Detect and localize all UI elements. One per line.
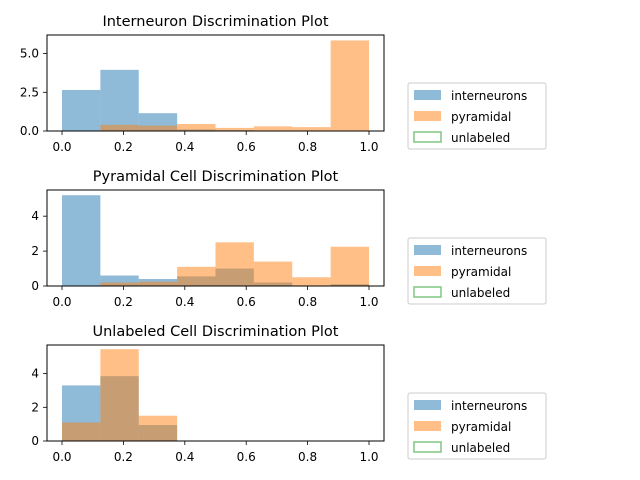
x-tick-label: 0.6 [237, 140, 256, 154]
y-tick-label: 2 [31, 244, 39, 258]
y-tick-label: 0 [31, 434, 39, 448]
legend-swatch-pyramidal [414, 266, 441, 276]
x-tick-label: 0.8 [298, 295, 317, 309]
x-tick-label: 0.8 [298, 140, 317, 154]
x-tick-label: 0.0 [52, 450, 71, 464]
histogram-bar-pyramidal [100, 349, 139, 441]
y-tick-label: 0 [31, 279, 39, 293]
x-tick-label: 0.0 [52, 140, 71, 154]
x-tick-label: 1.0 [359, 450, 378, 464]
legend-swatch-pyramidal [414, 421, 441, 431]
legend: interneurons pyramidal unlabeled [407, 392, 547, 460]
chart-title: Interneuron Discrimination Plot [102, 14, 328, 30]
legend-swatch-unlabeled [413, 131, 442, 143]
histogram-bar-pyramidal [138, 415, 178, 441]
x-tick-label: 0.0 [52, 295, 71, 309]
histogram-bar-pyramidal [292, 127, 331, 131]
histogram-bar-pyramidal [215, 242, 254, 286]
legend-box [407, 82, 547, 150]
histogram-bar-pyramidal [215, 127, 254, 131]
plot-frame [46, 189, 385, 287]
legend-label-pyramidal: pyramidal [451, 265, 511, 279]
x-tick-label: 1.0 [359, 140, 378, 154]
plot-frame [46, 344, 385, 442]
histogram-bar-interneurons [100, 69, 139, 131]
histogram-bar-pyramidal [292, 277, 331, 286]
x-tick-label: 0.4 [175, 450, 194, 464]
legend-label-unlabeled: unlabeled [451, 441, 510, 455]
histogram-bar-pyramidal [62, 422, 101, 441]
histogram-bar-interneurons [100, 275, 139, 286]
legend-label-pyramidal: pyramidal [451, 110, 511, 124]
histogram-bar-interneurons [62, 89, 101, 131]
legend: interneurons pyramidal unlabeled [407, 237, 547, 305]
legend-box [407, 237, 547, 305]
histogram-bar-pyramidal [177, 124, 216, 131]
legend-label-interneurons: interneurons [451, 89, 527, 103]
legend-swatch-pyramidal [414, 111, 441, 121]
legend-label-unlabeled: unlabeled [451, 131, 510, 145]
subplot-3: Unlabeled Cell Discrimination Plot 0.0 0.2… [31, 324, 547, 464]
x-tick-label: 0.4 [175, 295, 194, 309]
histogram-bar-pyramidal [253, 126, 293, 131]
x-tick-label: 0.4 [175, 140, 194, 154]
chart-title: Unlabeled Cell Discrimination Plot [93, 324, 339, 340]
x-tick-label: 0.2 [114, 450, 133, 464]
x-tick-label: 1.0 [359, 295, 378, 309]
legend-swatch-unlabeled [413, 441, 442, 453]
legend-label-interneurons: interneurons [451, 399, 527, 413]
legend-swatch-interneurons [414, 90, 441, 100]
x-tick-label: 0.6 [237, 450, 256, 464]
histogram-bar-pyramidal [138, 125, 178, 131]
histogram-bar-pyramidal [253, 261, 293, 286]
y-tick-label: 2.5 [20, 85, 39, 99]
y-tick-label: 2 [31, 400, 39, 414]
legend-swatch-interneurons [414, 245, 441, 255]
legend-swatch-interneurons [414, 400, 441, 410]
subplots: Interneuron Discrimination Plot 0.0 0.2 0.4… [20, 14, 547, 464]
y-tick-label: 0.0 [20, 124, 39, 138]
histogram-bar-pyramidal [177, 266, 216, 286]
legend-label-pyramidal: pyramidal [451, 420, 511, 434]
histogram-bar-pyramidal [330, 246, 369, 286]
x-tick-label: 0.8 [298, 450, 317, 464]
histogram-bar-pyramidal [330, 40, 369, 131]
subplot-1: Interneuron Discrimination Plot 0.0 0.2 0.4… [20, 14, 547, 154]
x-tick-label: 0.6 [237, 295, 256, 309]
x-tick-label: 0.2 [114, 295, 133, 309]
histogram-bar-pyramidal [100, 124, 139, 131]
plot-frame [46, 34, 385, 132]
y-tick-label: 4 [31, 367, 39, 381]
legend-swatch-unlabeled [413, 286, 442, 298]
x-tick-label: 0.2 [114, 140, 133, 154]
y-tick-label: 4 [31, 209, 39, 223]
histogram-bar-pyramidal [100, 282, 139, 286]
legend-label-interneurons: interneurons [451, 244, 527, 258]
legend-label-unlabeled: unlabeled [451, 286, 510, 300]
subplot-2: Pyramidal Cell Discrimination Plot 0.0 0.2… [31, 169, 547, 309]
legend-box [407, 392, 547, 460]
chart-title: Pyramidal Cell Discrimination Plot [93, 169, 339, 185]
histogram-bar-pyramidal [138, 281, 178, 286]
legend: interneurons pyramidal unlabeled [407, 82, 547, 150]
histogram-bar-interneurons [62, 195, 101, 286]
y-tick-label: 5.0 [20, 47, 39, 61]
